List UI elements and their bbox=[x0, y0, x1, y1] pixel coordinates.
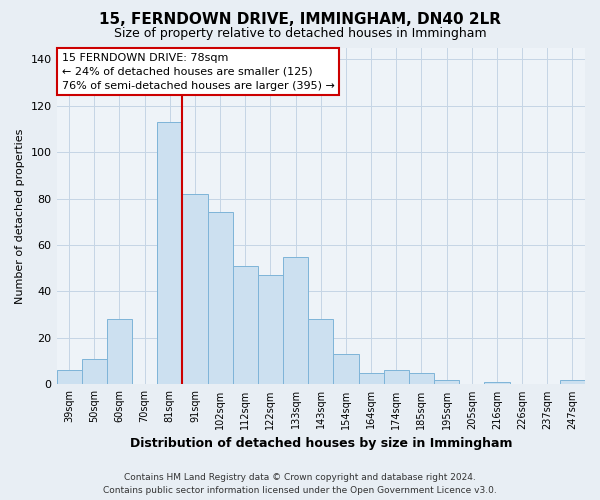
Text: 15, FERNDOWN DRIVE, IMMINGHAM, DN40 2LR: 15, FERNDOWN DRIVE, IMMINGHAM, DN40 2LR bbox=[99, 12, 501, 28]
Bar bbox=[308, 320, 334, 384]
Bar bbox=[82, 359, 107, 384]
Bar bbox=[208, 212, 233, 384]
Bar bbox=[258, 275, 283, 384]
Bar bbox=[233, 266, 258, 384]
Bar bbox=[157, 122, 182, 384]
Bar bbox=[409, 373, 434, 384]
X-axis label: Distribution of detached houses by size in Immingham: Distribution of detached houses by size … bbox=[130, 437, 512, 450]
Bar bbox=[283, 256, 308, 384]
Text: Size of property relative to detached houses in Immingham: Size of property relative to detached ho… bbox=[113, 28, 487, 40]
Bar bbox=[434, 380, 459, 384]
Text: 15 FERNDOWN DRIVE: 78sqm
← 24% of detached houses are smaller (125)
76% of semi-: 15 FERNDOWN DRIVE: 78sqm ← 24% of detach… bbox=[62, 52, 335, 90]
Y-axis label: Number of detached properties: Number of detached properties bbox=[15, 128, 25, 304]
Bar bbox=[107, 320, 132, 384]
Bar bbox=[56, 370, 82, 384]
Bar bbox=[383, 370, 409, 384]
Bar bbox=[182, 194, 208, 384]
Bar bbox=[359, 373, 383, 384]
Bar bbox=[484, 382, 509, 384]
Bar bbox=[560, 380, 585, 384]
Text: Contains HM Land Registry data © Crown copyright and database right 2024.
Contai: Contains HM Land Registry data © Crown c… bbox=[103, 474, 497, 495]
Bar bbox=[334, 354, 359, 384]
